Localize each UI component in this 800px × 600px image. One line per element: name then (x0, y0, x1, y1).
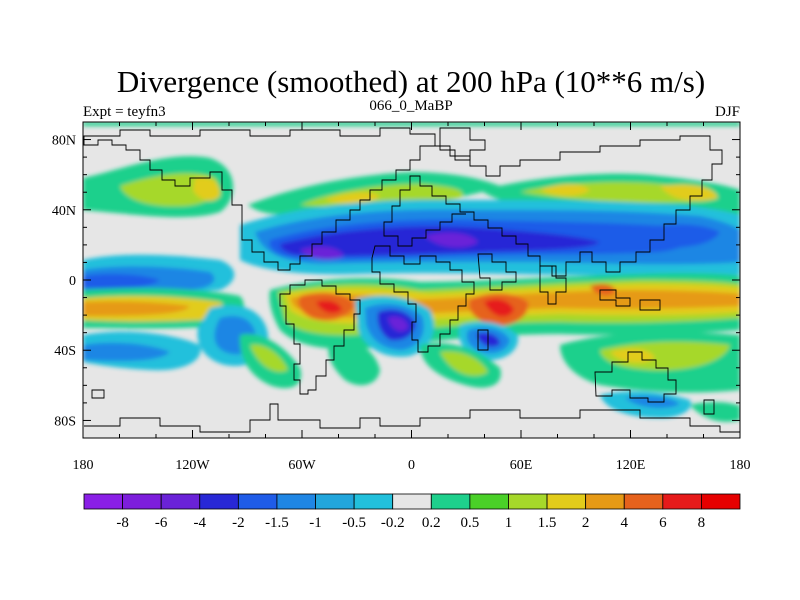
coastline-south-america (279, 279, 361, 395)
field-npac-storm-track-west-core (120, 173, 219, 207)
case-label: 066_0_MaBP (369, 98, 452, 114)
colorbar-label: 8 (698, 515, 706, 531)
colorbar-swatch (508, 493, 548, 510)
y-tick-label: 40S (54, 344, 76, 359)
colorbar-swatch (160, 493, 201, 510)
colorbar-swatch (353, 493, 394, 510)
field-southern-ocean-divergence (690, 402, 740, 422)
colorbar-label: 2 (582, 515, 590, 531)
y-tick-label: 80S (54, 414, 76, 429)
map-panel: 180 120W 60W 0 60E 120E 180 80N 40N 0 40S 80S (52, 121, 751, 473)
coastline-outlines (83, 127, 740, 433)
field-sh-storm-track-mid (328, 339, 380, 386)
colorbar-label: 0.2 (422, 515, 441, 531)
x-tick-label: 180 (730, 458, 751, 473)
colorbar-swatch (701, 493, 741, 510)
colorbar-swatch (430, 493, 471, 510)
x-tick-label: 120E (616, 458, 646, 473)
coastline-new-zealand (703, 399, 715, 415)
colorbar-label: 4 (620, 515, 628, 531)
axis-ticks: 180 120W 60W 0 60E 120E 180 80N 40N 0 40S 80S (52, 122, 751, 473)
coastline-maritime-continent (599, 289, 631, 307)
coastline-india (539, 265, 567, 305)
colorbar-label: 0.5 (461, 515, 480, 531)
field-sh-storm-track-core-a (440, 351, 488, 376)
coastline-madagascar (477, 329, 489, 351)
x-tick-label: 0 (408, 458, 415, 473)
field-satl-convergence-peak (388, 316, 408, 332)
colorbar-label: -4 (194, 515, 207, 531)
colorbar-label: -6 (155, 515, 168, 531)
coastline-new-guinea (639, 299, 661, 311)
colorbar-swatch (585, 493, 625, 510)
colorbar-label: -1 (309, 515, 322, 531)
coastline-antarctica (84, 403, 740, 433)
coastline-south-georgia (91, 389, 105, 399)
colorbar-swatch (83, 493, 123, 510)
colorbar-swatch (662, 493, 702, 510)
field-wpac-jet-exit (660, 184, 718, 202)
colorbar-swatch (392, 493, 432, 510)
coastline-north-america (83, 127, 436, 271)
x-tick-label: 120W (175, 458, 210, 473)
colorbar-label: -0.5 (342, 515, 366, 531)
field-asia-convergence-peak (425, 232, 478, 248)
colorbar-label: 6 (659, 515, 667, 531)
coastline-australia (594, 351, 677, 403)
colorbar-swatch (546, 493, 587, 510)
colorbar-swatch (237, 493, 278, 510)
coastline-africa (371, 245, 475, 353)
colorbar-swatch (199, 493, 239, 510)
field-natl-peak (325, 192, 380, 204)
x-tick-label: 60W (288, 458, 316, 473)
field-npac-peak (193, 177, 221, 201)
field-npac-convergence (640, 224, 720, 248)
colorbar-label: -8 (116, 515, 129, 531)
divergence-field (83, 122, 740, 433)
chart-title: Divergence (smoothed) at 200 hPa (10**6 … (117, 64, 705, 99)
colorbar-label: -0.2 (381, 515, 405, 531)
colorbar-label: 1.5 (538, 515, 557, 531)
y-tick-label: 80N (52, 134, 76, 149)
field-australia-south-peak (610, 348, 655, 363)
field-pacific-itcz-core (83, 301, 190, 316)
season-label: DJF (715, 104, 740, 120)
colorbar-swatch (623, 493, 664, 510)
field-epac-equatorial-convergence-peak (83, 273, 160, 289)
colorbar-label: -2 (232, 515, 245, 531)
field-eurasia-peak (540, 184, 590, 196)
coastline-eurasia (383, 135, 723, 277)
y-tick-label: 0 (69, 274, 76, 289)
colorbar-swatch (315, 493, 355, 510)
field-south-america-max (316, 300, 342, 314)
field-spac-convergence-core (83, 342, 170, 362)
colorbar-label: 1 (505, 515, 513, 531)
x-tick-label: 60E (510, 458, 533, 473)
coastline-arabia (477, 253, 517, 291)
colorbar-swatch (122, 493, 162, 510)
field-africa-indian-max (484, 299, 514, 317)
y-tick-label: 40N (52, 204, 76, 219)
colorbar-swatch (469, 493, 509, 510)
colorbar-label: -1.5 (265, 515, 289, 531)
colorbar-swatch (276, 493, 316, 510)
experiment-label: Expt = teyfn3 (83, 104, 166, 120)
colorbar: -8 -6 -4 -2 -1.5 -1 -0.5 -0.2 0.2 0.5 1 1.5 2 4 6 8 (83, 493, 741, 531)
x-tick-label: 180 (73, 458, 94, 473)
field-sh-storm-track-core-b (250, 344, 288, 372)
